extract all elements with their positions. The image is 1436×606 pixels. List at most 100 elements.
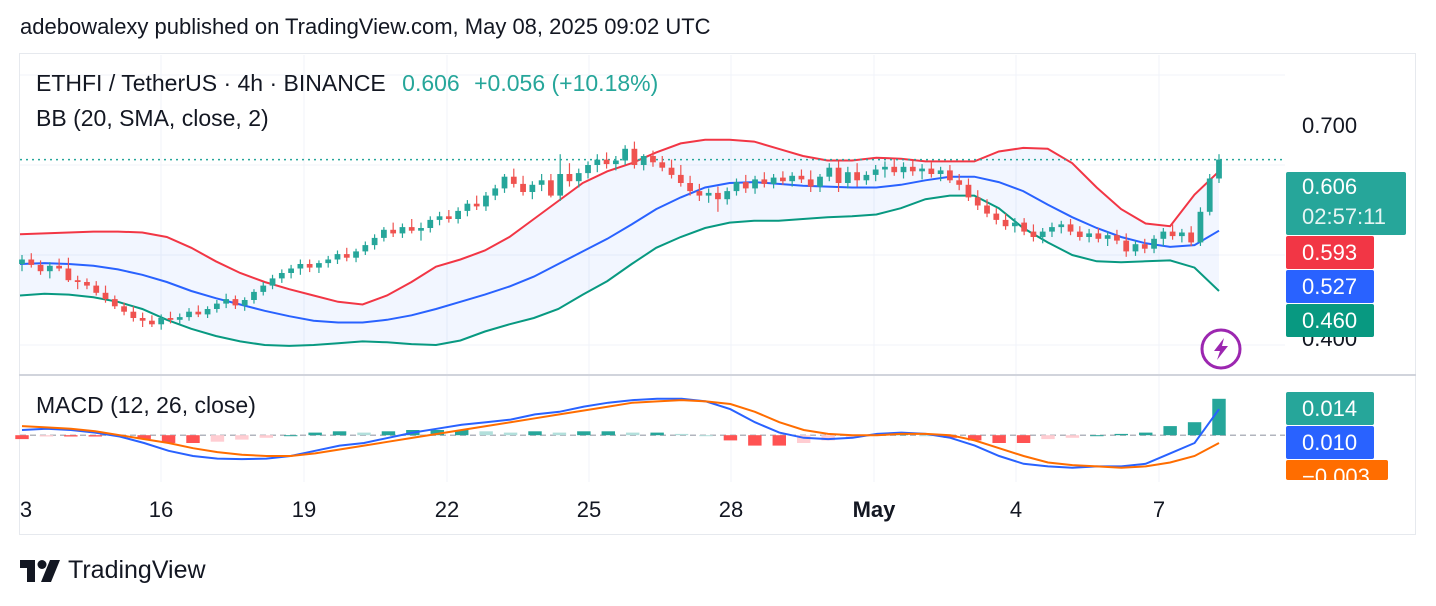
candle [1021, 218, 1028, 236]
candle-body [408, 227, 415, 231]
candle-body [872, 169, 879, 175]
candle-body [622, 148, 629, 161]
macd-histogram-bar [1212, 398, 1226, 436]
candle-body [1188, 232, 1195, 243]
candle-body [1002, 219, 1009, 227]
candle-body [186, 311, 192, 318]
macd-histogram-bar [1016, 435, 1031, 443]
candle-body [1216, 159, 1222, 179]
candle [1132, 240, 1139, 256]
macd-histogram-bar [1187, 422, 1202, 436]
candle [789, 172, 796, 187]
candle-body [742, 182, 749, 189]
candle [213, 300, 220, 313]
candle-body [928, 168, 935, 174]
macd-line-tag: 0.010 [1286, 426, 1374, 459]
macd-histogram-bar [552, 432, 567, 436]
candle-body [343, 254, 350, 258]
candle-body [510, 176, 517, 184]
bb-legend[interactable]: BB (20, SMA, close, 2) [36, 105, 269, 131]
candle [1197, 207, 1204, 246]
symbol-label: ETHFI / TetherUS · 4h · BINANCE [36, 70, 386, 96]
chart-frame[interactable] [19, 53, 1416, 535]
candle [798, 169, 805, 183]
macd-histogram-bar [39, 435, 54, 437]
candle [1123, 233, 1130, 257]
candle-body [585, 165, 591, 174]
candle-body [705, 192, 712, 196]
candle [232, 295, 239, 309]
candle [381, 227, 387, 242]
candle-body [399, 227, 406, 234]
change-label: +0.056 (+10.18%) [474, 70, 659, 96]
candle [1151, 235, 1157, 254]
candle [56, 258, 62, 272]
tradingview-brand[interactable]: TradingView [20, 556, 206, 585]
brand-name: TradingView [68, 556, 206, 584]
candle-body [575, 173, 582, 182]
candle [696, 183, 703, 201]
candle [427, 216, 434, 233]
candle [260, 282, 267, 296]
candle [149, 315, 155, 327]
last-price-tag-value: 0.606 [1302, 174, 1358, 199]
signal-line-tag: −0.003 [1286, 460, 1388, 480]
macd-histogram-bar [625, 432, 640, 436]
candle [455, 207, 461, 224]
macd-line [21, 397, 1220, 469]
candle [102, 285, 109, 303]
candle [371, 234, 378, 250]
candle-body [1086, 233, 1092, 237]
x-axis-label: 3 [19, 497, 33, 522]
candle [84, 278, 90, 290]
candle-body [455, 210, 461, 219]
candle [594, 154, 601, 173]
candle-body [631, 148, 638, 165]
candle-body [900, 166, 907, 173]
candle-body [149, 320, 155, 325]
candle [974, 190, 981, 210]
macd-histogram-bar [748, 435, 762, 446]
candle [167, 311, 174, 324]
candle [1216, 154, 1222, 183]
candle [464, 200, 471, 217]
candle-body [603, 159, 610, 165]
candle-body [789, 175, 796, 182]
candle [121, 302, 127, 316]
candle [399, 223, 406, 238]
macd-histogram-bar [479, 431, 493, 436]
candle [306, 259, 313, 273]
candle-body [817, 176, 823, 187]
candle-body [677, 174, 684, 183]
x-axis-label-month: May [852, 497, 896, 522]
candle [984, 199, 990, 218]
macd-histogram-bar [88, 435, 103, 437]
candle [204, 306, 211, 318]
candle-body [965, 184, 972, 198]
candle [807, 170, 814, 192]
candle [677, 165, 684, 187]
candle-body [1151, 238, 1157, 249]
candle-body [650, 156, 656, 163]
candle [65, 257, 72, 282]
macd-histogram-bar [235, 435, 249, 440]
candle [278, 269, 285, 283]
candle-body [492, 188, 499, 196]
candle [891, 159, 898, 176]
candle [1067, 219, 1074, 236]
macd-histogram-bar [308, 432, 322, 436]
candle-body [882, 166, 888, 170]
macd-legend[interactable]: MACD (12, 26, close) [36, 392, 256, 418]
macd-histogram-bar [845, 435, 860, 438]
last-price-tag: 0.606 02:57:11 [1286, 172, 1406, 235]
candle-body [269, 278, 276, 286]
candle [650, 150, 656, 167]
candle-body [241, 300, 248, 306]
candle [1002, 213, 1009, 230]
candle-body [780, 177, 786, 182]
bb-basis-line [19, 175, 1220, 324]
candle [1058, 220, 1065, 234]
candle-body [696, 191, 703, 196]
macd-histogram-bar [577, 431, 591, 436]
